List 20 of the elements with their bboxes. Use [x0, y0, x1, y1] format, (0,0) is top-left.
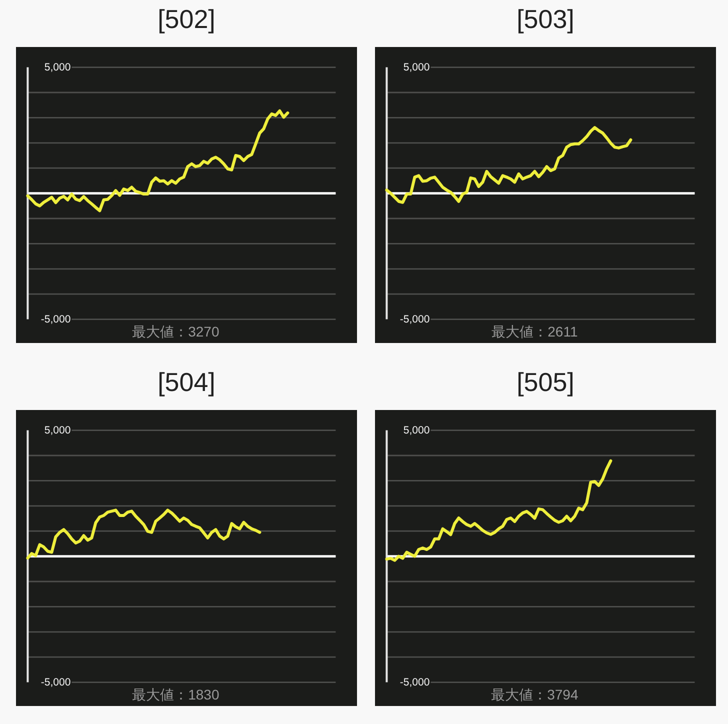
y-tick-label: 5,000 — [44, 424, 71, 436]
chart-title: [502] — [158, 4, 216, 34]
line-series — [26, 109, 290, 212]
text: 最大値：2611 — [492, 323, 578, 340]
y-tick-label: -5,000 — [400, 676, 430, 688]
chart-title: [505] — [516, 367, 574, 397]
chart-title: [504] — [158, 367, 216, 397]
line-series — [26, 508, 262, 560]
y-tick-label: -5,000 — [40, 676, 71, 688]
y-tick-label: -5,000 — [400, 313, 430, 326]
line-series — [385, 126, 632, 204]
text: 最大値：1830 — [132, 686, 220, 702]
line-series — [385, 459, 612, 562]
y-tick-label: 5,000 — [403, 424, 430, 436]
y-tick-label: 5,000 — [44, 61, 71, 74]
text: 最大値：3794 — [491, 686, 578, 702]
y-tick-label: 5,000 — [403, 61, 430, 74]
chart-title: [503] — [516, 4, 574, 34]
text: 最大値：3270 — [132, 323, 220, 340]
y-tick-label: -5,000 — [40, 313, 71, 326]
